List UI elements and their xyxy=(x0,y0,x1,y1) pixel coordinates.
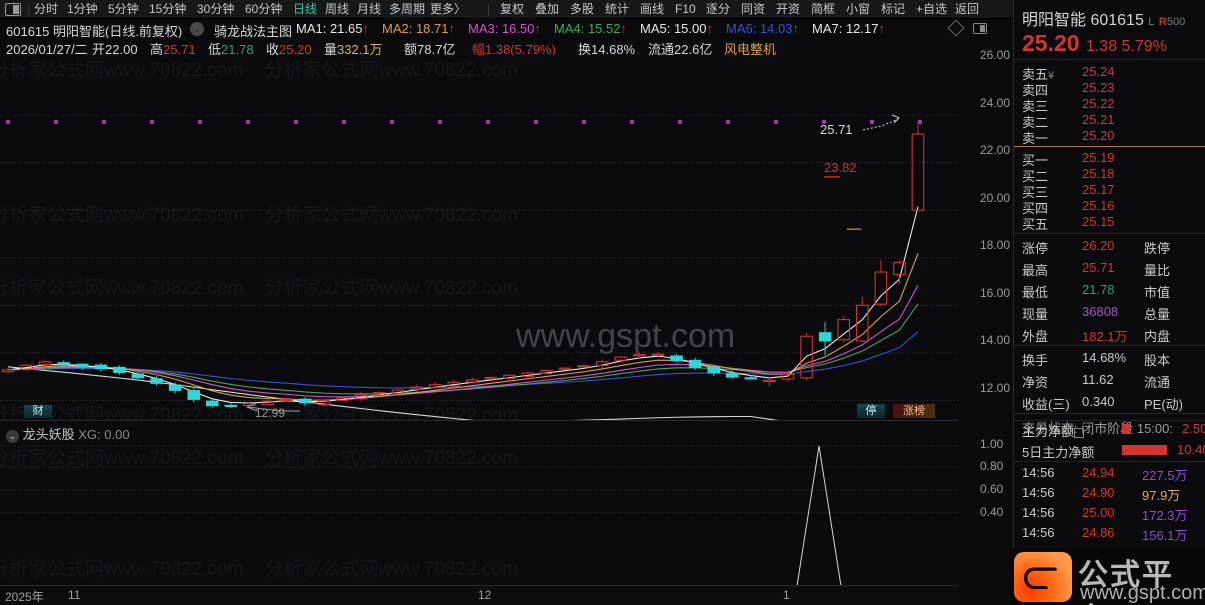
svg-text:25.71: 25.71 xyxy=(820,122,853,137)
svg-text:23.82: 23.82 xyxy=(824,160,857,175)
